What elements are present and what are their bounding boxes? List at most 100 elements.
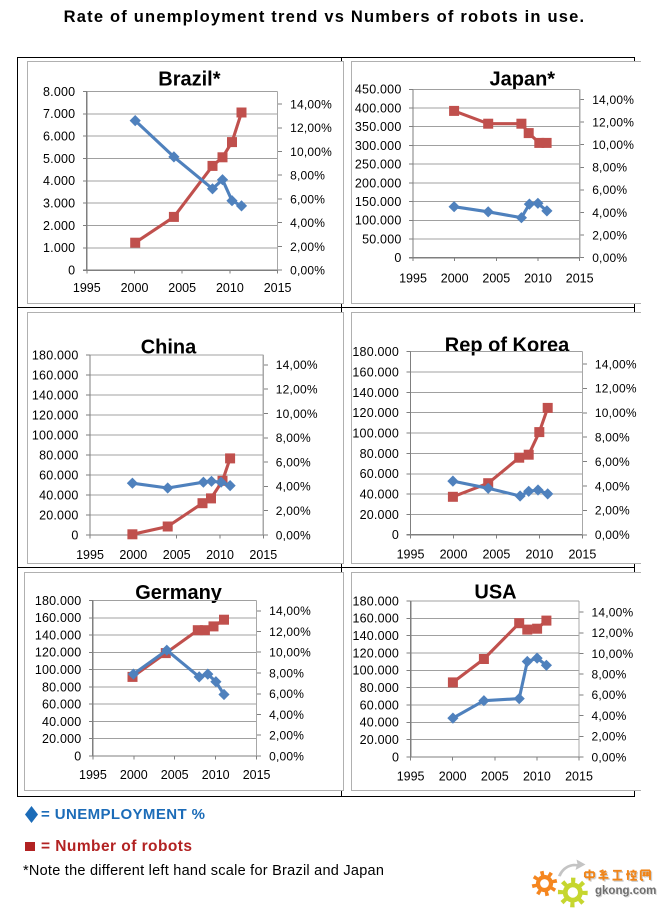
svg-text:4,00%: 4,00% [269, 708, 304, 722]
svg-text:2005: 2005 [163, 548, 191, 562]
svg-text:8,00%: 8,00% [592, 668, 627, 682]
svg-text:2000: 2000 [119, 548, 147, 562]
svg-text:1995: 1995 [73, 281, 101, 295]
svg-text:1.000: 1.000 [43, 241, 75, 255]
svg-text:0,00%: 0,00% [290, 264, 325, 278]
svg-text:2010: 2010 [525, 548, 553, 562]
svg-text:4.000: 4.000 [43, 174, 75, 188]
svg-text:0: 0 [71, 528, 78, 542]
svg-text:3.000: 3.000 [43, 197, 75, 211]
svg-text:140.000: 140.000 [352, 386, 399, 400]
svg-text:1995: 1995 [76, 548, 104, 562]
svg-text:8.000: 8.000 [43, 85, 75, 99]
svg-text:120.000: 120.000 [35, 646, 82, 660]
svg-text:10,00%: 10,00% [592, 647, 634, 661]
svg-text:180.000: 180.000 [352, 345, 399, 359]
svg-text:1995: 1995 [397, 548, 425, 562]
svg-text:8,00%: 8,00% [592, 161, 627, 175]
svg-text:2,00%: 2,00% [592, 228, 627, 242]
svg-text:160.000: 160.000 [35, 611, 82, 625]
svg-text:4,00%: 4,00% [595, 479, 630, 493]
svg-text:2005: 2005 [482, 548, 510, 562]
svg-text:60.000: 60.000 [360, 698, 399, 712]
svg-text:2.000: 2.000 [43, 219, 75, 233]
svg-text:14,00%: 14,00% [269, 604, 311, 618]
svg-text:0: 0 [392, 750, 399, 764]
svg-text:40.000: 40.000 [360, 488, 399, 502]
svg-text:1995: 1995 [397, 770, 425, 784]
svg-text:0: 0 [68, 264, 75, 278]
svg-text:2000: 2000 [439, 770, 467, 784]
svg-text:100.000: 100.000 [32, 428, 79, 442]
svg-text:0: 0 [75, 749, 82, 763]
svg-text:2005: 2005 [482, 271, 510, 285]
svg-text:2015: 2015 [243, 768, 271, 782]
svg-text:2000: 2000 [441, 271, 469, 285]
svg-text:2015: 2015 [565, 770, 593, 784]
svg-text:Japan*: Japan* [490, 68, 556, 90]
svg-text:40.000: 40.000 [360, 716, 399, 730]
svg-text:180.000: 180.000 [353, 594, 400, 608]
svg-text:6,00%: 6,00% [290, 192, 325, 206]
svg-text:140.000: 140.000 [35, 629, 82, 643]
svg-text:2010: 2010 [524, 271, 552, 285]
svg-text:12,00%: 12,00% [595, 382, 637, 396]
svg-text:14,00%: 14,00% [290, 97, 332, 111]
svg-text:0: 0 [394, 251, 401, 265]
svg-text:2010: 2010 [523, 770, 551, 784]
svg-text:4,00%: 4,00% [592, 206, 627, 220]
svg-text:20.000: 20.000 [39, 508, 78, 522]
svg-text:60.000: 60.000 [360, 467, 399, 481]
svg-text:12,00%: 12,00% [269, 625, 311, 639]
svg-text:180.000: 180.000 [32, 348, 79, 362]
svg-text:12,00%: 12,00% [290, 121, 332, 135]
svg-text:40.000: 40.000 [39, 488, 78, 502]
svg-text:1995: 1995 [399, 271, 427, 285]
svg-text:140.000: 140.000 [353, 629, 400, 643]
svg-text:6,00%: 6,00% [592, 183, 627, 197]
svg-text:0,00%: 0,00% [276, 528, 311, 542]
svg-text:2,00%: 2,00% [595, 504, 630, 518]
svg-text:USA: USA [474, 582, 516, 604]
svg-text:6,00%: 6,00% [592, 688, 627, 702]
svg-text:6,00%: 6,00% [595, 455, 630, 469]
svg-text:120.000: 120.000 [32, 408, 79, 422]
svg-text:150.000: 150.000 [355, 195, 402, 209]
svg-text:2010: 2010 [216, 281, 244, 295]
svg-text:14,00%: 14,00% [595, 357, 637, 371]
svg-text:350.000: 350.000 [355, 120, 402, 134]
svg-text:0: 0 [392, 528, 399, 542]
svg-text:200.000: 200.000 [355, 176, 402, 190]
svg-text:1995: 1995 [79, 768, 107, 782]
svg-text:4,00%: 4,00% [290, 216, 325, 230]
svg-text:50.000: 50.000 [362, 232, 401, 246]
svg-text:8,00%: 8,00% [269, 666, 304, 680]
svg-text:8,00%: 8,00% [276, 431, 311, 445]
svg-text:2000: 2000 [121, 281, 149, 295]
svg-text:100.000: 100.000 [35, 663, 82, 677]
svg-text:2,00%: 2,00% [290, 240, 325, 254]
svg-text:2005: 2005 [161, 768, 189, 782]
svg-text:2010: 2010 [206, 548, 234, 562]
svg-text:100.000: 100.000 [355, 214, 402, 228]
svg-text:120.000: 120.000 [352, 406, 399, 420]
svg-text:250.000: 250.000 [355, 158, 402, 172]
svg-text:10,00%: 10,00% [592, 138, 634, 152]
svg-text:2,00%: 2,00% [276, 504, 311, 518]
svg-text:160.000: 160.000 [353, 612, 400, 626]
svg-text:180.000: 180.000 [35, 594, 82, 608]
svg-text:gkong.com: gkong.com [596, 886, 657, 898]
svg-text:10,00%: 10,00% [269, 646, 311, 660]
svg-text:450.000: 450.000 [355, 83, 402, 97]
svg-text:140.000: 140.000 [32, 388, 79, 402]
svg-text:2015: 2015 [264, 281, 292, 295]
svg-text:4,00%: 4,00% [276, 480, 311, 494]
svg-text:8,00%: 8,00% [595, 431, 630, 445]
svg-text:100.000: 100.000 [352, 427, 399, 441]
svg-text:0,00%: 0,00% [595, 528, 630, 542]
svg-text:Rep of Korea: Rep of Korea [445, 334, 570, 356]
svg-text:2,00%: 2,00% [269, 729, 304, 743]
svg-text:6,00%: 6,00% [276, 455, 311, 469]
svg-text:5.000: 5.000 [43, 152, 75, 166]
svg-text:160.000: 160.000 [32, 368, 79, 382]
